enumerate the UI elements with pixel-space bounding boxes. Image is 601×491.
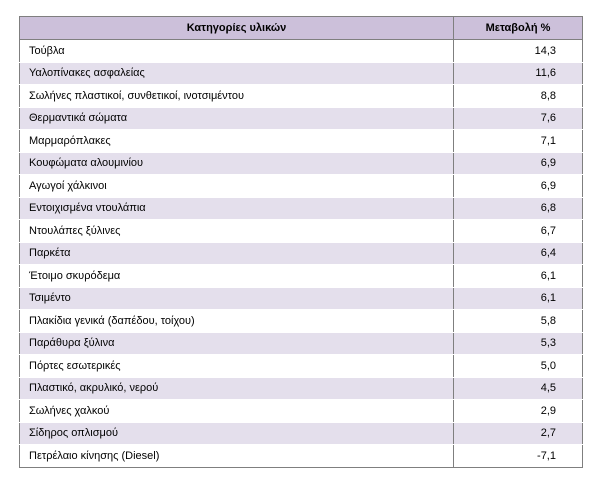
material-category-cell: Παρκέτα bbox=[19, 242, 454, 265]
table-row: Σωλήνες χαλκού 2,9 bbox=[19, 399, 583, 423]
table-row: Εντοιχισμένα ντουλάπια 6,8 bbox=[19, 197, 583, 220]
material-category-cell: Πετρέλαιο κίνησης (Diesel) bbox=[19, 444, 454, 468]
material-category-cell: Τσιμέντο bbox=[19, 287, 454, 310]
table-body: Τούβλα 14,3 Υαλοπίνακες ασφαλείας 11,6 Σωλήν… bbox=[19, 39, 583, 468]
material-category-cell: Έτοιμο σκυρόδεμα bbox=[19, 264, 454, 288]
table-row: Παρκέτα 6,4 bbox=[19, 242, 583, 265]
change-percent-cell: 6,7 bbox=[453, 219, 583, 243]
change-percent-cell: 5,0 bbox=[453, 354, 583, 378]
change-percent-cell: 7,1 bbox=[453, 129, 583, 153]
material-category-cell: Εντοιχισμένα ντουλάπια bbox=[19, 197, 454, 220]
material-category-cell: Μαρμαρόπλακες bbox=[19, 129, 454, 153]
table-row: Σωλήνες πλαστικοί, συνθετικοί, ινοτσιμέν… bbox=[19, 84, 583, 108]
material-category-cell: Παράθυρα ξύλινα bbox=[19, 332, 454, 355]
table-header-row: Κατηγορίες υλικών Μεταβολή % bbox=[19, 16, 583, 40]
table-row: Πλαστικό, ακρυλικό, νερού 4,5 bbox=[19, 377, 583, 400]
table-row: Ντουλάπες ξύλινες 6,7 bbox=[19, 219, 583, 243]
table-row: Αγωγοί χάλκινοι 6,9 bbox=[19, 174, 583, 198]
material-category-cell: Τούβλα bbox=[19, 39, 454, 63]
change-percent-cell: 4,5 bbox=[453, 377, 583, 400]
change-percent-cell: -7,1 bbox=[453, 444, 583, 468]
table-row: Θερμαντικά σώματα 7,6 bbox=[19, 107, 583, 130]
change-percent-cell: 2,7 bbox=[453, 422, 583, 445]
change-percent-cell: 8,8 bbox=[453, 84, 583, 108]
table-row: Παράθυρα ξύλινα 5,3 bbox=[19, 332, 583, 355]
material-category-cell: Θερμαντικά σώματα bbox=[19, 107, 454, 130]
table-row: Υαλοπίνακες ασφαλείας 11,6 bbox=[19, 62, 583, 85]
material-category-cell: Σίδηρος οπλισμού bbox=[19, 422, 454, 445]
table-row: Τούβλα 14,3 bbox=[19, 39, 583, 63]
material-category-cell: Αγωγοί χάλκινοι bbox=[19, 174, 454, 198]
material-category-cell: Σωλήνες πλαστικοί, συνθετικοί, ινοτσιμέν… bbox=[19, 84, 454, 108]
change-percent-cell: 6,9 bbox=[453, 152, 583, 175]
table-row: Κουφώματα αλουμινίου 6,9 bbox=[19, 152, 583, 175]
header-change-percent: Μεταβολή % bbox=[453, 16, 583, 40]
material-category-cell: Πόρτες εσωτερικές bbox=[19, 354, 454, 378]
change-percent-cell: 6,1 bbox=[453, 287, 583, 310]
table-row: Έτοιμο σκυρόδεμα 6,1 bbox=[19, 264, 583, 288]
material-category-cell: Υαλοπίνακες ασφαλείας bbox=[19, 62, 454, 85]
table-row: Τσιμέντο 6,1 bbox=[19, 287, 583, 310]
material-category-cell: Πλαστικό, ακρυλικό, νερού bbox=[19, 377, 454, 400]
change-percent-cell: 2,9 bbox=[453, 399, 583, 423]
change-percent-cell: 5,3 bbox=[453, 332, 583, 355]
material-category-cell: Κουφώματα αλουμινίου bbox=[19, 152, 454, 175]
change-percent-cell: 6,8 bbox=[453, 197, 583, 220]
materials-price-change-table: Κατηγορίες υλικών Μεταβολή % Τούβλα 14,3 Υ… bbox=[19, 16, 583, 468]
change-percent-cell: 6,4 bbox=[453, 242, 583, 265]
change-percent-cell: 6,1 bbox=[453, 264, 583, 288]
table-row: Μαρμαρόπλακες 7,1 bbox=[19, 129, 583, 153]
change-percent-cell: 5,8 bbox=[453, 309, 583, 333]
materials-price-change-table-container: Κατηγορίες υλικών Μεταβολή % Τούβλα 14,3 Υ… bbox=[19, 16, 583, 468]
change-percent-cell: 14,3 bbox=[453, 39, 583, 63]
table-row: Σίδηρος οπλισμού 2,7 bbox=[19, 422, 583, 445]
material-category-cell: Σωλήνες χαλκού bbox=[19, 399, 454, 423]
change-percent-cell: 7,6 bbox=[453, 107, 583, 130]
table-row: Πετρέλαιο κίνησης (Diesel) -7,1 bbox=[19, 444, 583, 468]
table-row: Πλακίδια γενικά (δαπέδου, τοίχου) 5,8 bbox=[19, 309, 583, 333]
change-percent-cell: 11,6 bbox=[453, 62, 583, 85]
table-row: Πόρτες εσωτερικές 5,0 bbox=[19, 354, 583, 378]
material-category-cell: Πλακίδια γενικά (δαπέδου, τοίχου) bbox=[19, 309, 454, 333]
header-category: Κατηγορίες υλικών bbox=[19, 16, 454, 40]
change-percent-cell: 6,9 bbox=[453, 174, 583, 198]
material-category-cell: Ντουλάπες ξύλινες bbox=[19, 219, 454, 243]
